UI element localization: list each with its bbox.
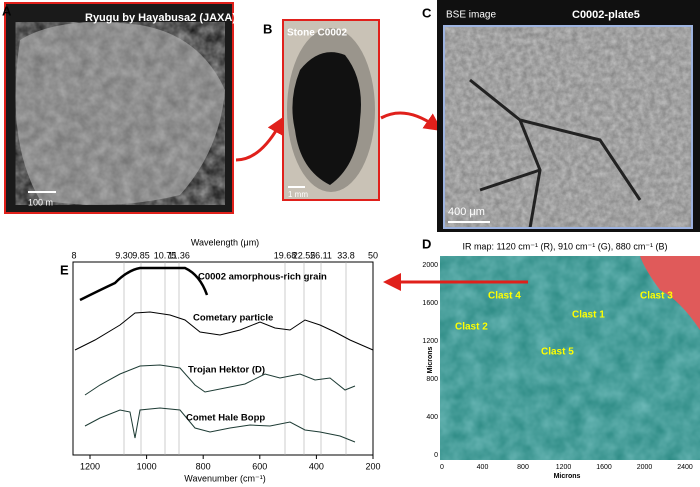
clast-label: Clast 4 [488,291,521,302]
bottom-tick-label: 800 [196,461,211,471]
top-tick-label: 11.36 [168,250,190,260]
bottom-tick-label: 200 [365,461,380,471]
spectrum-label: Trojan Hektor (D) [188,365,265,376]
scale-label: 400 μm [448,206,485,218]
arrow [235,116,285,162]
spectrum [84,407,356,443]
arrow [380,111,443,132]
map-ticks: 2000 1600 1200 800 400 00 400 800 1200 1600 2000 24… [422,262,692,471]
panel-label: A [2,3,12,18]
y-axis-label: Microns [427,346,434,373]
spectrum-label: C0002 amorphous-rich grain [198,272,327,283]
caption: Ryugu by Hayabusa2 (JAXA) [85,12,236,24]
clast-label: Clast 1 [572,310,605,321]
y-tick-label: 0 [434,452,438,459]
top-tick-label: 9.30 [115,250,133,260]
spectrum-label: Comet Hale Bopp [186,413,265,424]
frame-a [4,2,234,214]
y-tick-label: 1200 [422,338,438,345]
stone [292,52,361,186]
x-tick-label: 1600 [596,464,612,471]
panel-label: D [422,236,431,251]
panel-label: B [263,21,272,36]
top-tick-label: 26.11 [310,250,332,260]
caption: Stone C0002 [287,28,347,39]
cracks [469,78,642,229]
x-tick-label: 800 [517,464,529,471]
frame-c [443,25,693,229]
scale-label: 1 mm [288,190,308,199]
x-tick-label: 0 [440,464,444,471]
caption: BSE image [446,10,496,21]
bottom-tick-label: 600 [252,461,267,471]
bottom-tick-label: 1000 [137,461,157,471]
panel-label: E [60,262,69,277]
clast-label: Clast 3 [640,291,673,302]
top-tick-label: 8 [71,250,76,260]
spectrum [84,364,356,396]
bottom-tick-label: 1200 [80,461,100,471]
top-tick-label: 50 [368,250,378,260]
top-axis-label: Wavelength (μm) [191,237,259,247]
y-tick-label: 400 [426,414,438,421]
spectrum [79,266,209,302]
bottom-tick-label: 400 [309,461,324,471]
y-tick-label: 800 [426,376,438,383]
spectrum [74,311,374,351]
ir-texture [440,256,700,460]
sample-label: C0002-plate5 [572,9,640,21]
frame-b [282,19,380,201]
top-tick-label: 9.85 [132,250,150,260]
x-axis-label: Microns [554,473,581,480]
x-tick-label: 400 [477,464,489,471]
top-tick-label: 22.55 [293,250,316,260]
panel-label: C [422,5,432,20]
top-tick-label: 10.75 [154,250,177,260]
top-tick-label: 33.8 [337,250,355,260]
x-axis-label: Wavenumber (cm⁻¹) [184,473,265,483]
x-tick-label: 2000 [637,464,653,471]
x-tick-label: 2400 [677,464,693,471]
map-title: IR map: 1120 cm⁻¹ (R), 910 cm⁻¹ (G), 880… [462,241,667,251]
clast-label: Clast 5 [541,347,574,358]
bse-texture [444,26,692,228]
clast-label: Clast 2 [455,322,488,333]
asteroid-texture [15,22,225,205]
top-tick-label: 19.68 [274,250,297,260]
ir-red-region [640,256,700,330]
x-tick-label: 1200 [556,464,572,471]
y-tick-label: 2000 [422,262,438,269]
spectrum-label: Cometary particle [193,313,273,324]
y-tick-label: 1600 [422,300,438,307]
plot-frame [72,261,374,456]
scale-label: 100 m [28,197,53,207]
